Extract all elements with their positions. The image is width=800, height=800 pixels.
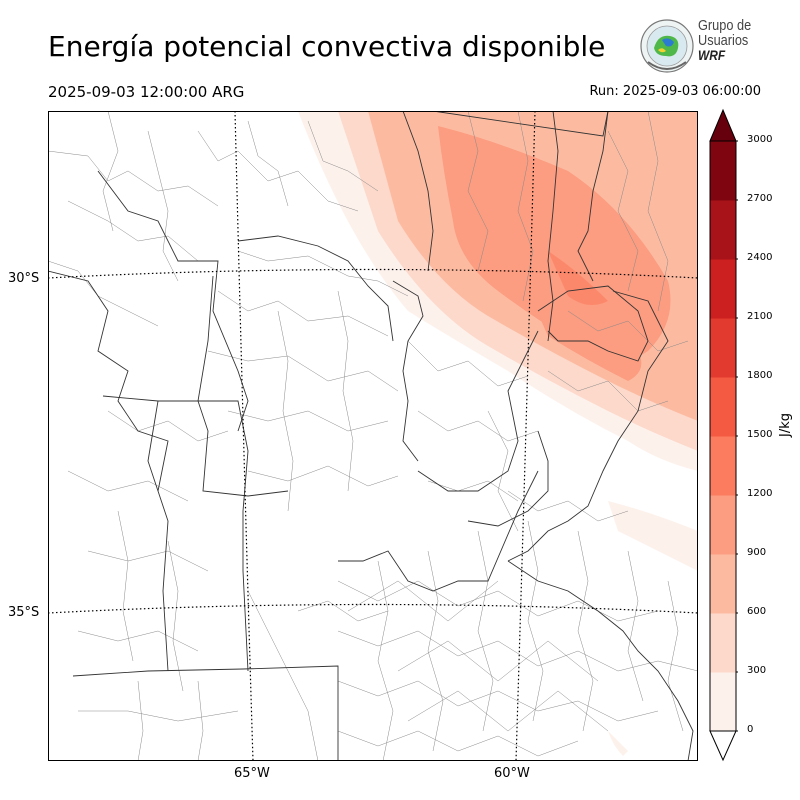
map-title: Energía potencial convectiva disponible: [48, 30, 606, 63]
colorbar-band-0: [710, 672, 736, 732]
colorbar-under-arrow: [709, 730, 737, 762]
lat-label-35s: 35°S: [8, 605, 40, 620]
graticule-35s: [48, 603, 698, 614]
logo-emblem-icon: [640, 19, 694, 73]
colorbar-unit: J/kg: [778, 413, 793, 437]
boundary-mesopotamia-north: [577, 111, 609, 282]
graticule-30s: [48, 268, 698, 279]
colorbar-tick-label: 1500: [747, 429, 773, 440]
boundary-chaco: [432, 111, 609, 137]
lon-label-65w: 65°W: [234, 766, 270, 781]
colorbar-tick-label: 2400: [747, 252, 773, 263]
boundary-entrerios-south: [467, 430, 549, 527]
colorbar-band-3: [710, 495, 736, 555]
colorbar-band-7: [710, 259, 736, 319]
colorbar-tick-label: 2100: [747, 311, 773, 322]
colorbar-band-1: [710, 613, 736, 673]
boundary-uruguay: [507, 290, 669, 562]
boundary-santafe-entrerios: [417, 330, 539, 492]
boundary-mendoza-san-luis: [147, 400, 169, 672]
colorbar-tick-label: 0: [747, 724, 754, 735]
boundary-entrerios-corrientes: [537, 285, 649, 362]
graticule-65w: [234, 111, 254, 761]
colorbar-band-5: [710, 377, 736, 437]
lon-label-60w: 60°W: [494, 766, 530, 781]
graticule-60w: [515, 111, 536, 761]
colorbar-tick-label: 300: [747, 665, 767, 676]
boundary-cordoba-north: [237, 235, 394, 342]
boundary-cordoba-west: [197, 275, 289, 497]
boundary-buenos-aires-west: [338, 470, 539, 592]
cape-map: [48, 111, 698, 761]
boundary-la-pampa-north: [72, 665, 339, 761]
logo-line-3: WRF: [698, 47, 726, 63]
colorbar-tick-label: 600: [747, 606, 767, 617]
colorbar-tick-label: 900: [747, 547, 767, 558]
boundary-santafe-east: [402, 111, 434, 272]
colorbar-tick-label: 1800: [747, 370, 773, 381]
wrf-group-logo: Grupo de Usuarios WRF: [638, 18, 763, 74]
colorbar-tick-label: 1200: [747, 488, 773, 499]
colorbar-tick-label: 3000: [747, 134, 773, 145]
boundary-rio-de-la-plata: [507, 560, 694, 761]
colorbar-band-6: [710, 318, 736, 378]
boundary-corrientes: [547, 111, 559, 342]
colorbar-band-9: [710, 141, 736, 201]
run-time: Run: 2025-09-03 06:00:00: [589, 84, 761, 99]
colorbar-tick-label: 2700: [747, 193, 773, 204]
colorbar-over-arrow: [709, 108, 737, 142]
boundary-cordoba-santafe: [392, 280, 424, 462]
cape-level-other: [608, 731, 628, 756]
lat-label-30s: 30°S: [8, 271, 40, 286]
colorbar-band-2: [710, 554, 736, 614]
cape-level-1200-1500: [548, 251, 608, 305]
logo-line-1: Grupo de: [698, 17, 752, 34]
cape-level-0-300-south: [618, 511, 698, 561]
boundary-la-rioja-catamarca: [48, 270, 169, 492]
logo-line-2: Usuarios: [698, 32, 749, 49]
cape-level-900-1200: [438, 126, 671, 361]
colorbar-band-4: [710, 436, 736, 496]
boundary-catamarca-cordoba: [97, 170, 249, 432]
valid-time: 2025-09-03 12:00:00 ARG: [48, 83, 245, 101]
cape-level-900-1200-b: [528, 291, 642, 381]
colorbar: [709, 108, 738, 762]
colorbar-band-8: [710, 200, 736, 260]
